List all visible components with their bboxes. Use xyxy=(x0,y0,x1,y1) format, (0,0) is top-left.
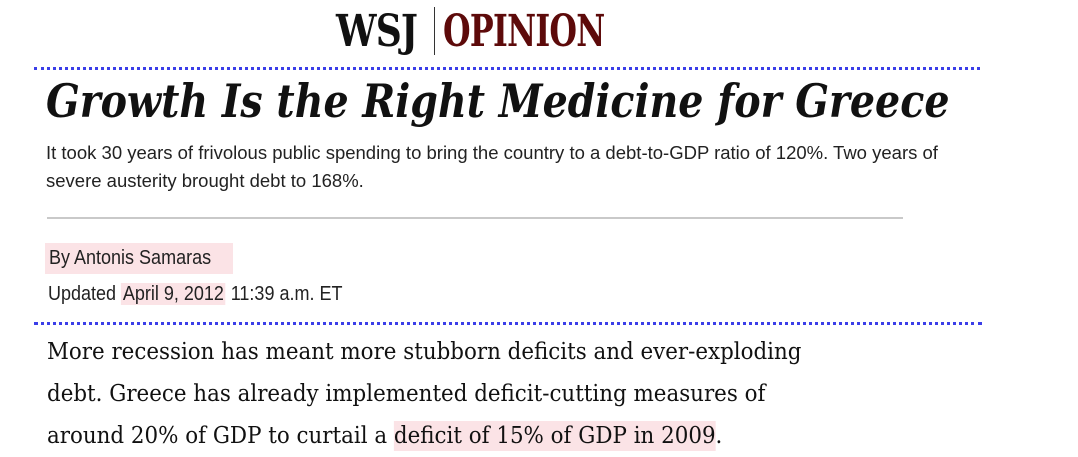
body-line-3: around 20% of GDP to curtail a deficit o… xyxy=(47,415,865,457)
updated-time: 11:39 a.m. ET xyxy=(230,283,343,305)
body-line-2: debt. Greece has already implemented def… xyxy=(47,381,766,407)
body-dotted-separator xyxy=(34,322,982,325)
body-line-1: More recession has meant more stubborn d… xyxy=(47,339,802,365)
byline-text: By Antonis Samaras xyxy=(49,247,212,269)
wsj-logo-text: WSJ xyxy=(336,5,418,57)
article-body: More recession has meant more stubborn d… xyxy=(47,331,927,457)
logo-divider xyxy=(434,7,435,55)
body-line-3-prefix: around 20% of GDP to curtail a xyxy=(47,423,394,449)
updated-date: April 9, 2012 xyxy=(121,283,226,305)
highlighted-deficit-phrase: deficit of 15% of GDP in 2009 xyxy=(393,421,716,451)
updated-timestamp: Updated April 9, 2012 11:39 a.m. ET xyxy=(48,280,342,308)
top-dotted-separator xyxy=(34,67,980,70)
opinion-section-label: OPINION xyxy=(443,5,605,57)
wsj-opinion-logo[interactable]: WSJ OPINION xyxy=(336,2,667,60)
body-line-3-suffix: . xyxy=(715,423,723,449)
article-dek: It took 30 years of frivolous public spe… xyxy=(46,142,938,191)
header-divider xyxy=(47,217,903,219)
updated-label: Updated xyxy=(48,283,117,305)
article-headline: Growth Is the Right Medicine for Greece xyxy=(46,74,950,128)
byline[interactable]: By Antonis Samaras xyxy=(45,243,234,274)
